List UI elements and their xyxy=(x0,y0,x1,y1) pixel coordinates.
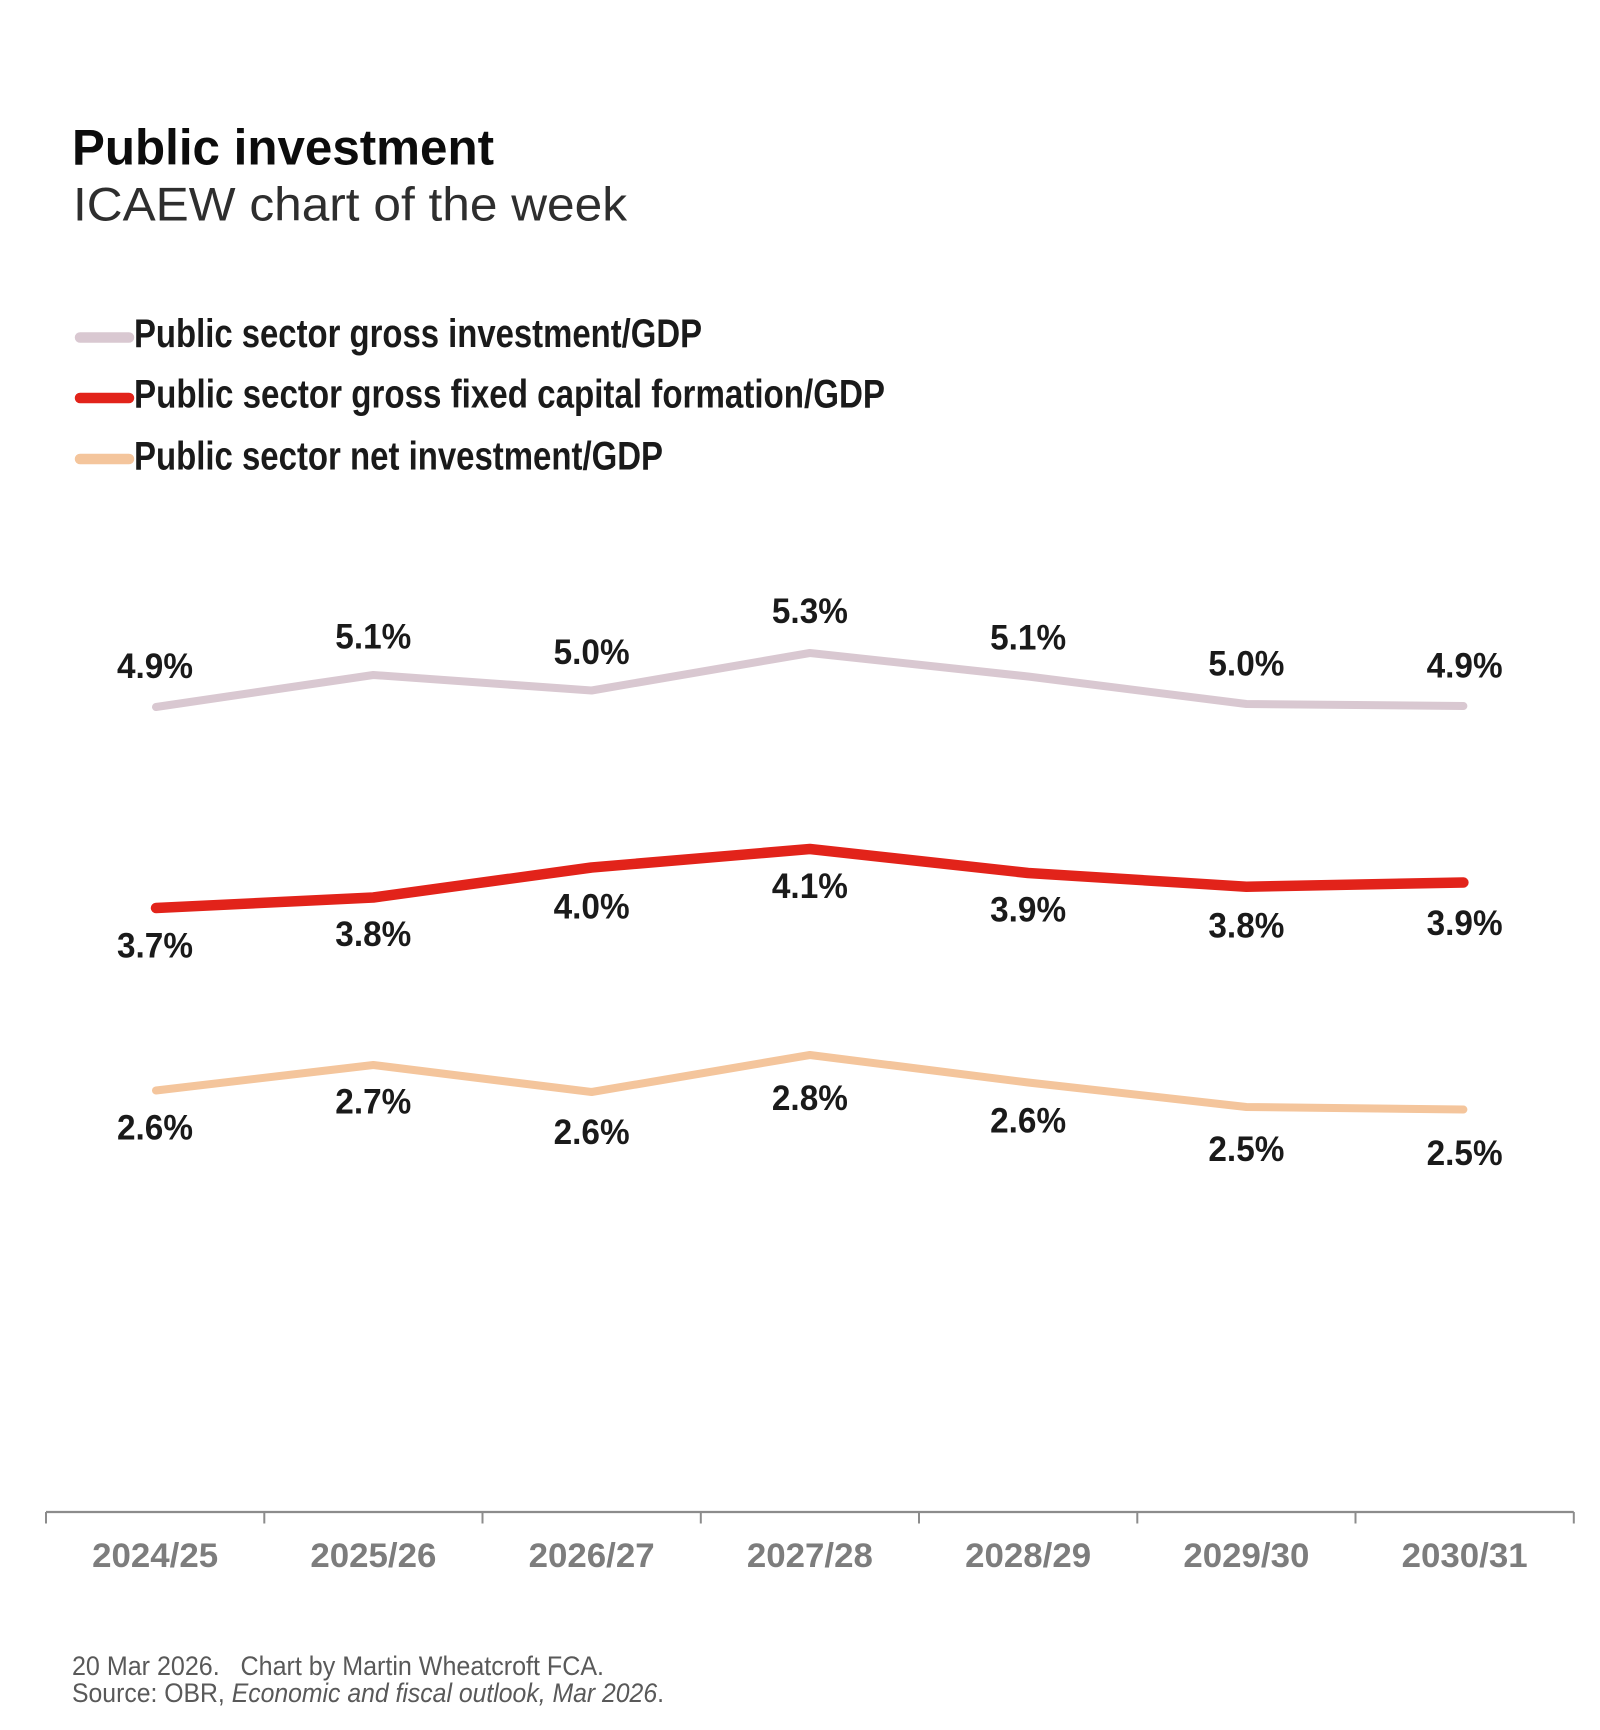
svg-text:4.1%: 4.1% xyxy=(772,866,848,906)
svg-text:5.0%: 5.0% xyxy=(554,632,630,672)
svg-text:Public sector net investment/G: Public sector net investment/GDP xyxy=(134,434,663,478)
svg-text:4.9%: 4.9% xyxy=(117,646,193,686)
svg-text:3.8%: 3.8% xyxy=(335,914,411,954)
svg-text:5.1%: 5.1% xyxy=(990,618,1066,658)
svg-text:Public sector gross fixed capi: Public sector gross fixed capital format… xyxy=(134,373,885,417)
svg-text:5.0%: 5.0% xyxy=(1208,644,1284,684)
svg-text:Source: OBR, Economic and fisc: Source: OBR, Economic and fiscal outlook… xyxy=(72,1678,664,1708)
svg-text:2.5%: 2.5% xyxy=(1208,1129,1284,1169)
svg-text:3.9%: 3.9% xyxy=(990,889,1066,929)
svg-text:2025/26: 2025/26 xyxy=(310,1537,436,1575)
svg-text:2028/29: 2028/29 xyxy=(965,1537,1091,1575)
svg-text:2.6%: 2.6% xyxy=(117,1107,193,1147)
svg-text:2024/25: 2024/25 xyxy=(92,1537,218,1575)
svg-text:ICAEW chart of the week: ICAEW chart of the week xyxy=(73,178,628,231)
svg-text:2.6%: 2.6% xyxy=(554,1112,630,1152)
svg-text:5.3%: 5.3% xyxy=(772,591,848,631)
svg-text:2030/31: 2030/31 xyxy=(1402,1537,1528,1575)
svg-text:2029/30: 2029/30 xyxy=(1183,1537,1309,1575)
svg-text:5.1%: 5.1% xyxy=(335,617,411,657)
svg-text:20 Mar 2026. Chart by Martin: 20 Mar 2026. Chart by Martin Wheatcroft … xyxy=(72,1651,604,1681)
svg-text:2026/27: 2026/27 xyxy=(529,1537,655,1575)
svg-text:2027/28: 2027/28 xyxy=(747,1537,873,1575)
svg-text:3.7%: 3.7% xyxy=(117,926,193,966)
svg-text:4.9%: 4.9% xyxy=(1427,645,1503,685)
svg-text:Public investment: Public investment xyxy=(72,119,494,175)
svg-text:2.6%: 2.6% xyxy=(990,1101,1066,1141)
svg-text:2.7%: 2.7% xyxy=(335,1082,411,1122)
svg-text:Public sector gross investment: Public sector gross investment/GDP xyxy=(134,312,702,356)
svg-text:2.5%: 2.5% xyxy=(1427,1133,1503,1173)
svg-text:3.8%: 3.8% xyxy=(1208,905,1284,945)
svg-text:3.9%: 3.9% xyxy=(1427,903,1503,943)
svg-text:4.0%: 4.0% xyxy=(554,886,630,926)
svg-text:2.8%: 2.8% xyxy=(772,1078,848,1118)
